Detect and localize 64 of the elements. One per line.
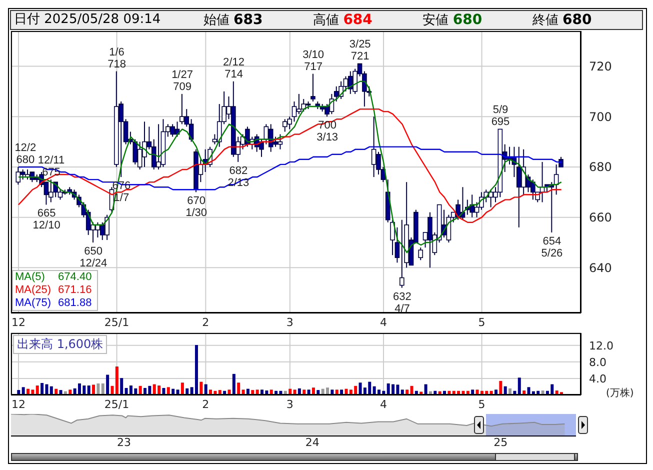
- text: MA(75) 681.88: [15, 297, 93, 310]
- chart-title: 日付 2025/05/28 09:14: [13, 11, 162, 29]
- y-axis-title: (万株): [606, 386, 634, 400]
- y-tick-label: 660: [589, 210, 612, 225]
- y-tick-label: 700: [589, 110, 612, 124]
- x-tick-label: 5: [478, 316, 486, 329]
- bar: [40, 383, 44, 395]
- x-tick-label: 4: [380, 398, 388, 411]
- annotation: 12/11 675: [38, 154, 65, 179]
- bar: [96, 383, 100, 395]
- candlestick: [418, 247, 424, 261]
- y-tick-label: 680: [589, 160, 612, 174]
- bar: [499, 380, 502, 395]
- bar: [194, 344, 198, 395]
- annotation: 3/25 721: [349, 38, 371, 63]
- x-tick-label: 12: [11, 316, 26, 329]
- x-tick-label: 5: [478, 398, 486, 411]
- candlestick: [16, 166, 21, 186]
- x-tick-label: 4: [380, 316, 388, 329]
- x-tick-label: 24: [305, 436, 320, 449]
- x-tick-label: 2: [202, 316, 210, 329]
- x-tick-label: 2: [202, 398, 210, 411]
- text: 始値 683: [203, 11, 264, 29]
- text: 高値 684: [313, 11, 374, 29]
- y-tick-label: 4.0: [589, 372, 606, 386]
- annotation: 632 4/7: [393, 290, 412, 315]
- text: MA(5) 674.40: [15, 271, 93, 284]
- annotation: 650 12/24: [80, 246, 108, 270]
- annotation: 665 12/10: [32, 208, 60, 232]
- y-tick-label: 8.0: [589, 356, 606, 369]
- annotation: 2/12 714: [223, 56, 244, 80]
- x-tick-label: 25/1: [104, 398, 130, 411]
- text: 安値 680: [422, 11, 484, 29]
- bar: [120, 378, 124, 395]
- annotation: 1/6 718: [108, 46, 126, 70]
- x-tick-label: 25/1: [104, 316, 130, 329]
- bar: [106, 374, 110, 395]
- x-tick-label: 25: [494, 436, 508, 449]
- bar: [92, 384, 96, 395]
- annotation: 12/2 680: [14, 142, 36, 166]
- y-tick-label: 12.0: [589, 339, 614, 352]
- bar: [101, 383, 104, 395]
- annotation: 5/9 695: [491, 104, 510, 128]
- x-tick-label: 12: [11, 398, 26, 411]
- bar: [115, 366, 118, 395]
- bar: [237, 382, 240, 395]
- bar: [518, 378, 521, 395]
- x-tick-label: 3: [286, 398, 294, 411]
- bar: [232, 374, 236, 395]
- text: MA(25) 671.16: [15, 284, 93, 297]
- y-tick-label: 640: [589, 260, 612, 275]
- annotation: 700 3/13: [316, 120, 338, 144]
- annotation: 654 5/26: [541, 235, 563, 260]
- bar: [200, 382, 203, 395]
- chart-title: 出来高 1,600株: [13, 335, 108, 354]
- annotation: 670 1/30: [186, 195, 208, 220]
- bar: [180, 382, 184, 395]
- x-tick-label: 23: [117, 436, 131, 449]
- y-tick-label: 720: [589, 60, 612, 74]
- text: 終値 680: [532, 11, 593, 29]
- annotation: 1/27 709: [172, 68, 193, 93]
- x-tick-label: 3: [286, 316, 294, 329]
- annotation: 3/10 717: [302, 48, 324, 73]
- candlestick: [310, 73, 316, 102]
